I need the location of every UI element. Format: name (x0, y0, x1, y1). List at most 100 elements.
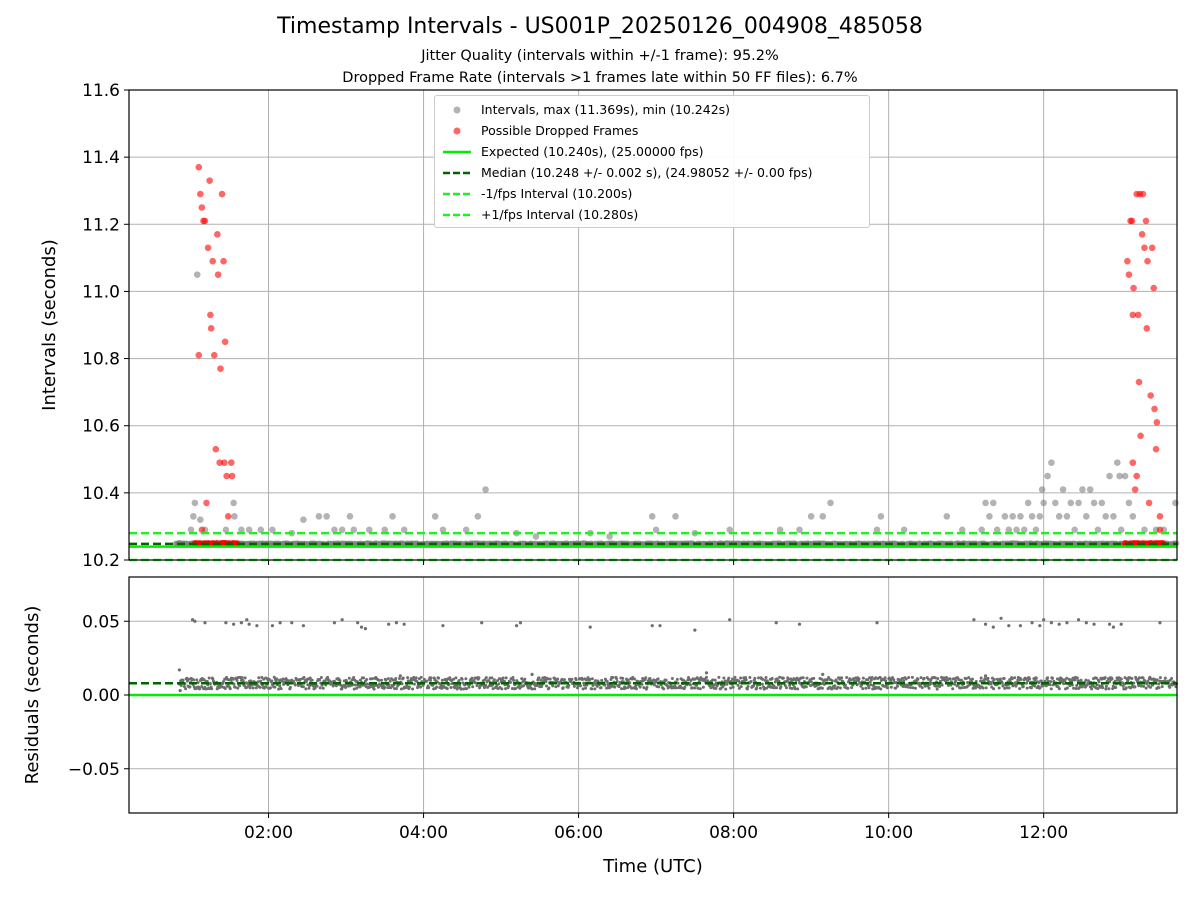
residual-point (554, 685, 558, 689)
residual-point (251, 686, 255, 690)
residual-point (779, 685, 783, 689)
interval-point (1055, 513, 1063, 520)
legend-label-intervals: Intervals, max (11.369s), min (10.242s) (481, 102, 731, 117)
residual-point (658, 624, 662, 628)
residual-point (642, 686, 646, 690)
residual-point (207, 676, 211, 680)
residual-point (749, 680, 753, 684)
residual-point (722, 676, 726, 680)
residual-point (1137, 676, 1141, 680)
residual-point (907, 675, 911, 679)
dropped-frame-point (221, 338, 229, 346)
xtick-label: 12:00 (1019, 823, 1068, 843)
top-ytick-label: 10.4 (82, 484, 120, 504)
residual-point (405, 684, 409, 688)
residual-point (698, 687, 702, 691)
interval-point (532, 533, 540, 540)
residual-point (352, 675, 356, 679)
residual-point (964, 676, 968, 680)
residual-point (796, 687, 800, 691)
residual-point (790, 686, 794, 690)
residual-point (1155, 678, 1159, 682)
residual-point (480, 621, 484, 625)
interval-point (269, 526, 276, 534)
legend-label-minus-fps: -1/fps Interval (10.200s) (481, 186, 633, 201)
residual-point (1084, 621, 1088, 625)
residual-point (867, 686, 871, 690)
residual-point (648, 677, 652, 681)
residual-point (729, 686, 733, 690)
interval-point (190, 513, 197, 520)
residual-point (634, 687, 638, 691)
residual-point (338, 679, 342, 683)
residual-point (989, 682, 993, 686)
residual-point (892, 678, 896, 682)
residual-point (1057, 622, 1061, 626)
residual-point (971, 677, 975, 681)
residual-point (761, 677, 765, 681)
x-axis-label: Time (UTC) (602, 856, 703, 877)
residual-point (356, 621, 360, 625)
residual-point (704, 671, 709, 675)
residual-point (280, 679, 284, 683)
residual-point (177, 668, 181, 672)
residual-point (1013, 676, 1017, 680)
residual-point (1103, 676, 1107, 680)
interval-point (1044, 472, 1051, 480)
residual-point (1129, 686, 1133, 690)
top-ytick-label: 11.2 (82, 215, 120, 235)
residual-point (551, 684, 555, 688)
dropped-frame-point (214, 231, 221, 238)
residual-point (784, 686, 788, 690)
dropped-frame-point (1129, 459, 1137, 466)
residual-point (731, 685, 735, 689)
residual-point (948, 677, 952, 681)
residual-point (938, 685, 942, 689)
interval-point (381, 526, 389, 534)
residual-point (714, 686, 718, 690)
residual-point (179, 683, 183, 687)
residual-point (916, 677, 920, 681)
residual-point (539, 678, 543, 682)
residual-point (301, 685, 305, 689)
interval-point (1172, 499, 1179, 507)
residual-point (805, 676, 809, 680)
residual-point (757, 676, 761, 680)
interval-point (482, 486, 489, 493)
residual-point (406, 676, 410, 680)
residual-point (1063, 679, 1067, 683)
interval-point (1009, 513, 1016, 520)
residual-point (302, 675, 306, 679)
residual-point (401, 676, 405, 680)
residual-point (298, 677, 302, 681)
residual-point (196, 681, 200, 685)
interval-point (1040, 499, 1047, 507)
dropped-frame-point (198, 526, 206, 534)
residual-point (981, 686, 985, 690)
residual-point (959, 678, 963, 682)
residual-point (739, 676, 743, 680)
residual-point (997, 686, 1001, 690)
residual-point (245, 618, 249, 622)
legend-entry-minus-fps: -1/fps Interval (10.200s) (435, 184, 869, 204)
residual-point (764, 675, 768, 679)
residual-point (1130, 677, 1134, 681)
residual-point (724, 687, 728, 691)
dropped-frame-point (1128, 217, 1136, 225)
interval-point (238, 526, 245, 534)
dropped-frame-point (1130, 284, 1137, 292)
residual-point (1018, 687, 1022, 691)
residual-point (1075, 676, 1079, 680)
residual-point (869, 678, 873, 682)
residual-point (490, 676, 494, 680)
residual-point (318, 686, 322, 690)
top-ytick-label: 10.2 (82, 551, 120, 571)
legend-dashed-darkgreen-line-icon (443, 171, 471, 175)
residual-point (733, 675, 737, 679)
residual-point (1124, 686, 1128, 690)
residual-point (809, 680, 813, 684)
residual-point (445, 687, 449, 691)
residual-point (301, 624, 306, 628)
interval-point (231, 513, 238, 520)
